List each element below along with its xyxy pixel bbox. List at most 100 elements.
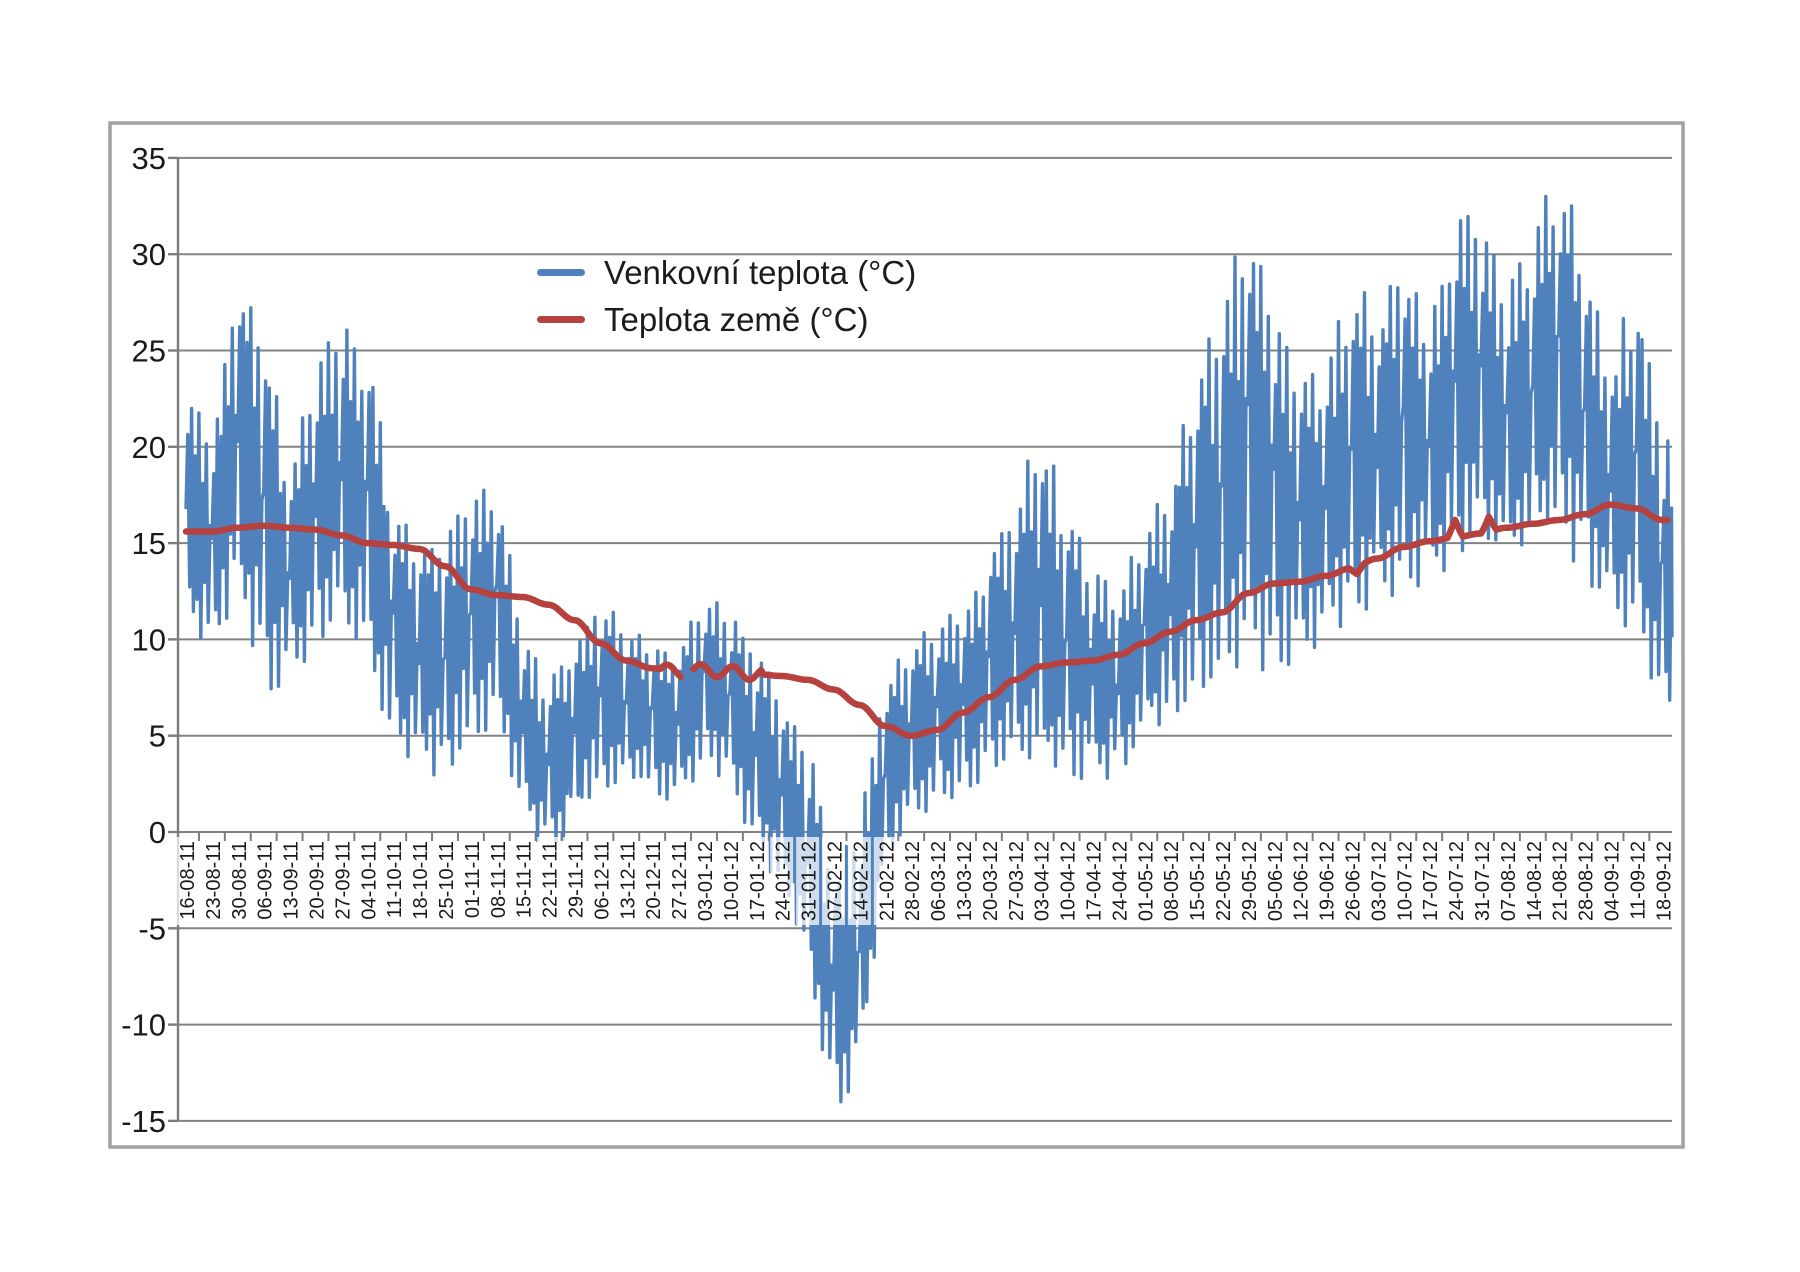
x-axis-label: 24-01-12 <box>773 841 795 921</box>
x-axis-label-backdrop <box>873 837 897 925</box>
x-axis-label: 18-10-11 <box>410 841 432 920</box>
x-axis-label: 10-07-12 <box>1394 841 1416 921</box>
x-axis-label-backdrop <box>692 837 716 925</box>
y-axis-label: -15 <box>121 1104 166 1139</box>
x-axis-label: 31-01-12 <box>799 841 821 921</box>
x-axis-label: 10-01-12 <box>721 841 743 921</box>
x-axis-label: 12-06-12 <box>1291 841 1313 921</box>
x-axis-label-backdrop <box>1495 837 1519 925</box>
x-axis-label: 01-11-11 <box>462 841 484 918</box>
x-axis-label-backdrop <box>1521 837 1545 925</box>
x-axis-label-backdrop <box>1158 837 1182 925</box>
x-axis-label-backdrop <box>1340 837 1363 925</box>
x-axis-label: 31-07-12 <box>1472 841 1494 921</box>
x-axis-label-backdrop <box>1417 837 1441 925</box>
x-axis-label-backdrop <box>1599 837 1622 925</box>
x-axis-label: 06-12-11 <box>591 841 613 920</box>
x-axis-label-backdrop <box>770 837 794 925</box>
x-axis-label: 23-08-11 <box>203 841 225 920</box>
x-axis-label-backdrop <box>1055 837 1079 925</box>
x-axis-label-backdrop <box>278 837 302 925</box>
x-axis-label: 22-11-11 <box>540 841 562 918</box>
x-axis-label: 27-12-11 <box>669 841 691 920</box>
y-axis <box>168 156 180 1123</box>
x-axis-label-backdrop <box>1184 837 1208 925</box>
chart-frame <box>108 121 1685 1149</box>
x-axis-label: 15-05-12 <box>1187 841 1209 921</box>
x-axis-label: 11-10-11 <box>384 841 406 918</box>
x-axis-label-backdrop <box>951 837 975 925</box>
x-axis-label: 14-02-12 <box>850 841 872 921</box>
y-axis-label: 10 <box>132 622 166 657</box>
legend-swatch-zeme-icon <box>537 316 585 323</box>
x-axis-label-backdrop <box>614 837 638 925</box>
x-axis-label-backdrop <box>925 837 949 925</box>
x-axis-label-backdrop <box>563 837 586 925</box>
x-axis-label: 29-11-11 <box>566 841 588 918</box>
x-axis-label-backdrop <box>304 837 327 925</box>
x-axis-label: 10-04-12 <box>1058 841 1080 921</box>
x-axis-label: 04-09-12 <box>1602 841 1624 921</box>
x-axis-label: 17-01-12 <box>747 841 769 921</box>
series-teplota-zeme-line <box>690 501 1671 739</box>
x-axis-label-backdrop <box>977 837 1001 925</box>
x-axis-label: 20-09-11 <box>307 841 329 920</box>
x-axis-label: 20-03-12 <box>980 841 1002 921</box>
y-axis-label: 5 <box>149 719 166 754</box>
x-axis-label-backdrop <box>537 837 561 925</box>
x-axis-label: 03-07-12 <box>1368 841 1390 921</box>
y-axis-label: 35 <box>132 141 166 176</box>
y-axis-label: 25 <box>132 334 166 369</box>
x-axis-label: 24-07-12 <box>1446 841 1468 921</box>
x-axis-label: 06-03-12 <box>928 841 950 921</box>
x-axis-label: 06-09-11 <box>255 841 277 920</box>
x-axis-label-backdrop <box>1288 837 1312 925</box>
y-axis-label: 20 <box>132 430 166 465</box>
x-axis-label: 22-05-12 <box>1213 841 1235 921</box>
x-axis-label: 17-04-12 <box>1084 841 1106 921</box>
legend-label-venkovni: Venkovní teplota (°C) <box>604 253 917 291</box>
x-axis-label-backdrop <box>588 837 612 925</box>
x-axis-label-backdrop <box>226 837 250 925</box>
y-axis-label: 30 <box>132 237 166 272</box>
x-axis-label: 08-11-11 <box>488 841 510 918</box>
x-axis-label-backdrop <box>1081 837 1104 925</box>
x-axis-label: 05-06-12 <box>1265 841 1287 921</box>
x-axis-label-backdrop <box>1314 837 1338 925</box>
x-axis-label-backdrop <box>1132 837 1156 925</box>
x-axis-label-backdrop <box>1003 837 1027 925</box>
x-axis-label-backdrop <box>329 837 353 925</box>
x-axis-label-backdrop <box>744 837 768 925</box>
x-axis-label-backdrop <box>1650 837 1674 925</box>
y-axis-label: 0 <box>149 815 166 850</box>
series-teplota-zeme <box>182 501 1671 739</box>
y-axis-labels: 35 30 25 20 15 10 5 0 -5 -10 -15 <box>121 141 166 1139</box>
x-axis-label-backdrop <box>666 837 690 925</box>
x-axis-label-backdrop <box>433 837 457 925</box>
x-axis-label: 27-03-12 <box>1006 841 1028 921</box>
x-axis-label-backdrop <box>899 837 923 925</box>
x-axis-label: 13-09-11 <box>281 841 303 920</box>
x-axis-label: 30-08-11 <box>229 841 251 920</box>
series-teplota-zeme-line <box>182 522 684 681</box>
x-axis-label-backdrop <box>1391 837 1415 925</box>
x-axis-label: 21-02-12 <box>876 841 898 921</box>
x-axis-label-backdrop <box>511 837 535 925</box>
x-axis-label-backdrop <box>1469 837 1493 925</box>
x-axis-label: 15-11-11 <box>514 841 536 918</box>
x-axis-label: 16-08-11 <box>177 841 199 920</box>
x-axis-label: 28-08-12 <box>1576 841 1598 921</box>
x-axis-label: 17-07-12 <box>1420 841 1442 921</box>
x-axis-label: 03-04-12 <box>1032 841 1054 921</box>
x-axis-label-backdrop <box>1210 837 1234 925</box>
x-axis-label-backdrop <box>381 837 405 925</box>
x-axis-label-backdrop <box>822 837 845 925</box>
x-axis-label: 14-08-12 <box>1524 841 1546 921</box>
x-axis-label: 19-06-12 <box>1317 841 1339 921</box>
x-axis-label-backdrop <box>485 837 509 925</box>
x-axis-labels: 16-08-11 23-08-11 30-08-11 06-09-11 13-09-11… <box>174 837 1675 925</box>
series-venkovni-teplota-line <box>184 194 1674 1104</box>
x-axis-label: 18-09-12 <box>1653 841 1675 921</box>
